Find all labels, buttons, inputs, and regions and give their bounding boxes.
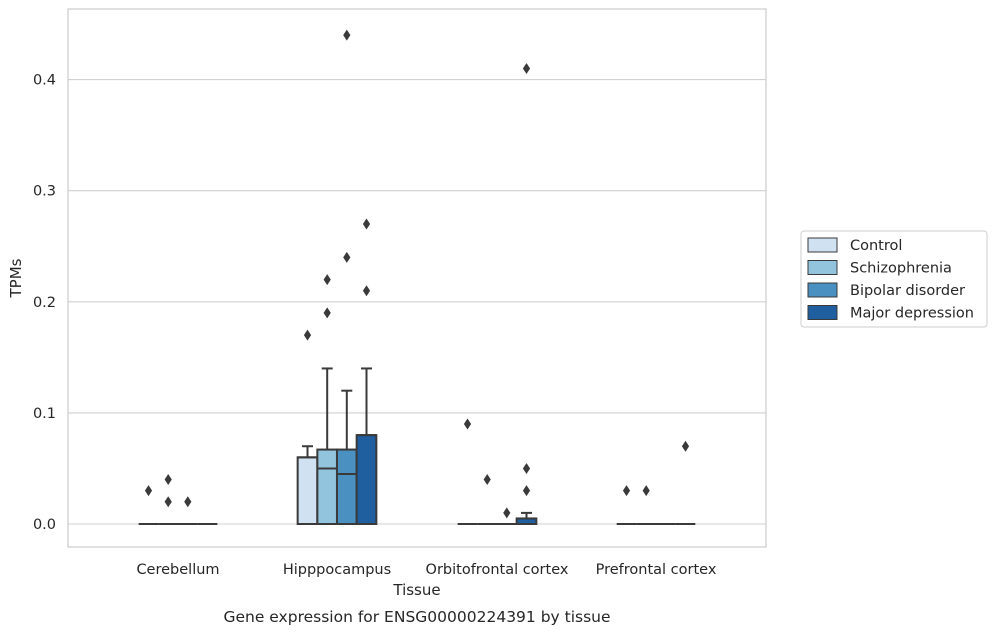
- y-tick-label: 0.4: [33, 73, 56, 89]
- x-tick-label: Orbitofrontal cortex: [426, 562, 569, 578]
- legend-swatch: [807, 237, 838, 253]
- y-tick-label: 0.3: [33, 184, 56, 200]
- outlier-point: [522, 462, 531, 474]
- outlier-point: [642, 485, 650, 497]
- outlier-point: [164, 474, 172, 486]
- outlier-point: [343, 29, 351, 41]
- grid-lines: [68, 79, 766, 525]
- plot-area: [67, 8, 767, 548]
- box-marks: [138, 29, 696, 526]
- legend-label: Major depression: [850, 306, 974, 322]
- y-tick-label: 0.0: [33, 517, 56, 533]
- outlier-point: [522, 62, 531, 74]
- outlier-point: [681, 440, 690, 452]
- x-tick-label: Prefrontal cortex: [596, 562, 717, 578]
- box: [296, 456, 319, 525]
- outlier-point: [483, 474, 491, 486]
- y-tick-label: 0.2: [33, 295, 56, 311]
- outlier-point: [362, 285, 371, 297]
- outlier-point: [323, 274, 331, 286]
- outlier-point: [303, 329, 312, 341]
- legend-swatch: [807, 260, 838, 275]
- outlier-point: [184, 496, 192, 508]
- outlier-point: [522, 485, 531, 497]
- outlier-point: [343, 251, 351, 263]
- outlier-point: [463, 418, 472, 430]
- box: [316, 448, 339, 525]
- outlier-point: [503, 507, 511, 519]
- legend: Control Schizophrenia Bipolar disorder Majo…: [800, 230, 988, 328]
- x-tick-label: Hipppocampus: [283, 562, 391, 578]
- x-tick-label: Cerebellum: [136, 562, 219, 578]
- legend-label: Bipolar disorder: [850, 283, 965, 299]
- x-axis-label: Tissue: [392, 581, 440, 599]
- legend-label: Control: [850, 238, 902, 254]
- outlier-point: [323, 307, 331, 319]
- outlier-point: [164, 496, 172, 508]
- chart-title: Gene expression for ENSG00000224391 by t…: [223, 608, 610, 626]
- box: [335, 448, 358, 525]
- legend-swatch: [807, 282, 838, 298]
- outlier-point: [622, 485, 631, 497]
- legend-frame: [800, 230, 988, 328]
- legend-label: Schizophrenia: [850, 261, 952, 277]
- y-tick-label: 0.1: [33, 406, 56, 422]
- outlier-point: [362, 218, 371, 230]
- legend-swatch: [807, 305, 838, 320]
- y-tick-labels: 0.0 0.1 0.2 0.3 0.4: [33, 73, 56, 533]
- y-axis-label: TPMs: [7, 258, 25, 298]
- box: [355, 434, 378, 525]
- x-tick-labels: Cerebellum Hipppocampus Orbitofrontal cort…: [136, 562, 716, 578]
- outlier-point: [144, 485, 153, 497]
